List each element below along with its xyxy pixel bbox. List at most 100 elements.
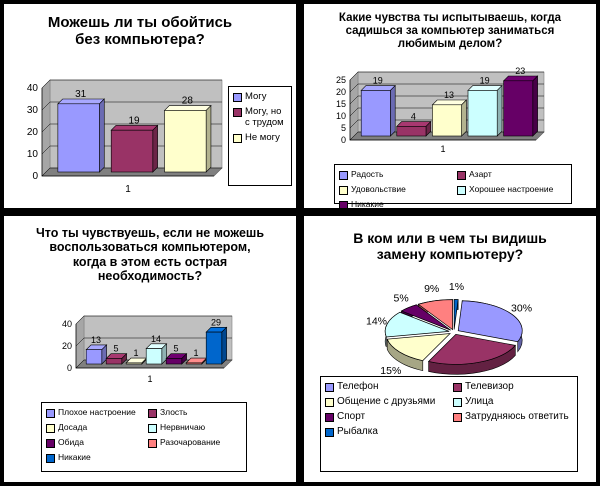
chart-3-title: Что ты чувствуешь, если не можешь воспол… (35, 226, 265, 284)
legend-label: Хорошее настроение (469, 184, 554, 194)
bar (205, 326, 228, 365)
legend-swatch (325, 383, 334, 392)
legend-item: Не могу (233, 132, 287, 143)
y-tick-label: 0 (341, 135, 346, 145)
legend-item: Разочарование (148, 437, 242, 448)
y-tick-label: 25 (336, 75, 346, 85)
legend-swatch (325, 413, 334, 422)
legend-label: Злость (160, 407, 188, 417)
legend-item: Телефон (325, 381, 445, 392)
y-tick-label: 40 (27, 83, 39, 94)
legend-swatch (325, 428, 334, 437)
legend-swatch (339, 201, 348, 208)
legend-swatch (46, 454, 55, 463)
data-label: 31 (75, 89, 87, 100)
legend-item: Телевизор (453, 381, 573, 392)
bar (185, 357, 208, 365)
legend-swatch (339, 171, 348, 180)
y-tick-label: 30 (27, 105, 39, 116)
pie-data-label: 14% (366, 316, 387, 328)
y-tick-label: 0 (67, 363, 72, 373)
bar (110, 124, 159, 173)
legend-label: Разочарование (160, 437, 221, 447)
gridline (41, 79, 222, 89)
y-tick-label: 10 (27, 149, 39, 160)
pie-slice (417, 299, 453, 331)
legend-label: Никакие (351, 199, 384, 208)
legend-swatch (148, 409, 157, 418)
legend-item: Плохое настроение (46, 407, 140, 418)
x-tick-label: 1 (147, 374, 152, 384)
legend-item: Хорошее настроение (457, 184, 567, 195)
data-label: 4 (411, 112, 416, 122)
pie-slice (384, 311, 450, 338)
legend-swatch (325, 398, 334, 407)
chart-2-title: Какие чувства ты испытываешь, когда сади… (338, 12, 562, 51)
legend-swatch (148, 439, 157, 448)
legend-swatch (46, 439, 55, 448)
y-tick-label: 15 (336, 99, 346, 109)
y-tick-label: 20 (336, 87, 346, 97)
chart-panel-2: Какие чувства ты испытываешь, когда сади… (304, 4, 596, 208)
legend-label: Удовольствие (351, 184, 406, 194)
legend-label: Телефон (337, 381, 379, 392)
bar (502, 75, 539, 137)
legend-label: Обида (58, 437, 84, 447)
y-tick-label: 10 (336, 111, 346, 121)
chart-2-legend: Радость Азарт Удовольствие Хорошее настроен… (334, 164, 572, 208)
pie-slice (453, 299, 459, 330)
chart-panel-4: В ком или в чем ты видишь замену компьют… (304, 216, 596, 482)
bar (85, 344, 108, 365)
legend-item: Удовольствие (339, 184, 449, 195)
chart-4-plot: 30%26%15%14%5%9%1% (366, 281, 532, 392)
legend-swatch (46, 424, 55, 433)
legend-swatch (46, 409, 55, 418)
legend-item: Общение с друзьями (325, 396, 445, 407)
legend-item: Улица (453, 396, 573, 407)
chart-1-plot: 0 10 20 30 40 31 19 28 1 (27, 79, 223, 195)
legend-label: Улица (465, 396, 494, 407)
legend-label: Плохое настроение (58, 407, 136, 417)
y-tick-label: 20 (27, 127, 39, 138)
y-tick-label: 20 (62, 341, 72, 351)
legend-item: Нервничаю (148, 422, 242, 433)
data-label: 19 (480, 76, 490, 86)
legend-item: Никакие (46, 452, 140, 463)
chart-4-legend: Телефон Телевизор Общение с друзьями Улица С… (320, 376, 578, 472)
data-label: 5 (173, 344, 178, 354)
legend-item: Никакие (339, 199, 449, 208)
side-wall (349, 71, 359, 141)
legend-swatch (233, 93, 242, 102)
legend-item: Рыбалка (325, 426, 445, 437)
gridline (41, 101, 222, 111)
pie-slice (386, 333, 451, 362)
data-label: 28 (182, 96, 194, 107)
bar (360, 84, 396, 137)
legend-label: Радость (351, 169, 384, 179)
legend-item: Спорт (325, 411, 445, 422)
legend-item: Злость (148, 407, 242, 418)
x-tick-label: 1 (440, 144, 445, 154)
legend-item: Азарт (457, 169, 567, 180)
data-label: 1 (133, 348, 138, 358)
data-label: 5 (113, 344, 118, 354)
legend-swatch (339, 186, 348, 195)
chart-panel-3: Что ты чувствуешь, если не можешь воспол… (4, 216, 296, 482)
pie-slice (427, 333, 517, 365)
legend-swatch (453, 398, 462, 407)
chart-2-plot: 0 5 10 15 20 25 19 4 13 19 23 1 (336, 66, 545, 154)
data-label: 13 (444, 90, 454, 100)
legend-label: Телевизор (465, 381, 514, 392)
y-tick-label: 5 (341, 123, 346, 133)
legend-label: Спорт (337, 411, 366, 422)
pie-data-label: 5% (394, 292, 409, 304)
data-label: 19 (128, 115, 140, 126)
pie-data-label: 15% (380, 365, 401, 377)
gridline (75, 315, 232, 325)
x-tick-label: 1 (125, 184, 131, 195)
legend-swatch (457, 186, 466, 195)
bar (165, 352, 188, 365)
gridline (349, 83, 544, 93)
legend-swatch (453, 383, 462, 392)
pie-data-label: 9% (424, 283, 439, 295)
